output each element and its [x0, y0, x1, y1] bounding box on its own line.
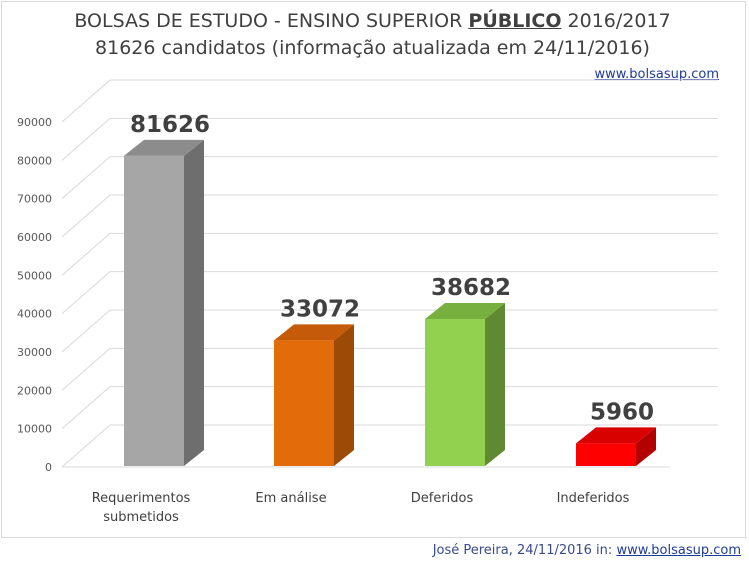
gridline-diagonal	[61, 309, 111, 353]
title-suffix: 2016/2017	[567, 10, 671, 32]
bar-side	[184, 139, 204, 466]
y-tick-label: 80000	[17, 154, 52, 167]
bar	[274, 340, 334, 466]
x-tick-label: Deferidos	[411, 491, 474, 506]
y-tick-label: 90000	[17, 116, 52, 129]
gridline-diagonal	[61, 79, 111, 123]
y-tick-label: 0	[45, 461, 52, 474]
gridline-diagonal	[61, 424, 111, 468]
gridline-diagonal	[61, 232, 111, 276]
data-label: 38682	[431, 275, 511, 301]
y-tick-label: 30000	[17, 346, 52, 359]
title-emphasis: PÚBLICO	[468, 10, 562, 32]
bar	[124, 155, 184, 466]
gridline-diagonal	[61, 386, 111, 430]
bar-top	[425, 303, 505, 320]
x-tick-label: Em análise	[255, 491, 326, 506]
x-tick-label: submetidos	[103, 510, 179, 525]
x-tick-label: Indeferidos	[557, 491, 630, 506]
chart-frame	[1, 1, 746, 538]
gridline-diagonal	[61, 347, 111, 391]
x-tick-label: Requerimentos	[92, 491, 191, 506]
bar-side	[334, 324, 354, 466]
chart-title: BOLSAS DE ESTUDO - ENSINO SUPERIOR PÚBLI…	[0, 10, 745, 32]
bar	[425, 319, 485, 466]
footer-link[interactable]: www.bolsasup.com	[616, 543, 741, 558]
bar-side	[636, 427, 656, 466]
y-tick-label: 70000	[17, 193, 52, 206]
bar-top	[576, 427, 656, 444]
bar-top	[124, 139, 204, 156]
data-label: 81626	[130, 112, 210, 138]
footer-credit: José Pereira, 24/11/2016 in: www.bolsasu…	[433, 543, 741, 558]
bar-top	[274, 324, 354, 341]
data-label: 5960	[590, 399, 654, 425]
data-label: 33072	[280, 296, 360, 322]
y-tick-label: 20000	[17, 384, 52, 397]
bar-chart: 0 10000 20000 30000 40000 50000 60000 70000 8000…	[17, 79, 718, 525]
bar	[576, 443, 636, 466]
gridline-diagonal	[61, 271, 111, 315]
gridline-diagonal	[61, 194, 111, 238]
website-link[interactable]: www.bolsasup.com	[594, 67, 719, 82]
footer-credit-text: José Pereira, 24/11/2016 in:	[432, 543, 613, 558]
title-prefix: BOLSAS DE ESTUDO - ENSINO SUPERIOR	[74, 10, 463, 32]
gridline-diagonal	[61, 117, 111, 161]
y-tick-label: 40000	[17, 308, 52, 321]
y-tick-label: 10000	[17, 423, 52, 436]
y-tick-label: 60000	[17, 231, 52, 244]
chart-subtitle: 81626 candidatos (informação atualizada …	[95, 37, 650, 59]
y-tick-label: 50000	[17, 269, 52, 282]
gridline-diagonal	[61, 156, 111, 200]
bar-side	[485, 303, 505, 466]
